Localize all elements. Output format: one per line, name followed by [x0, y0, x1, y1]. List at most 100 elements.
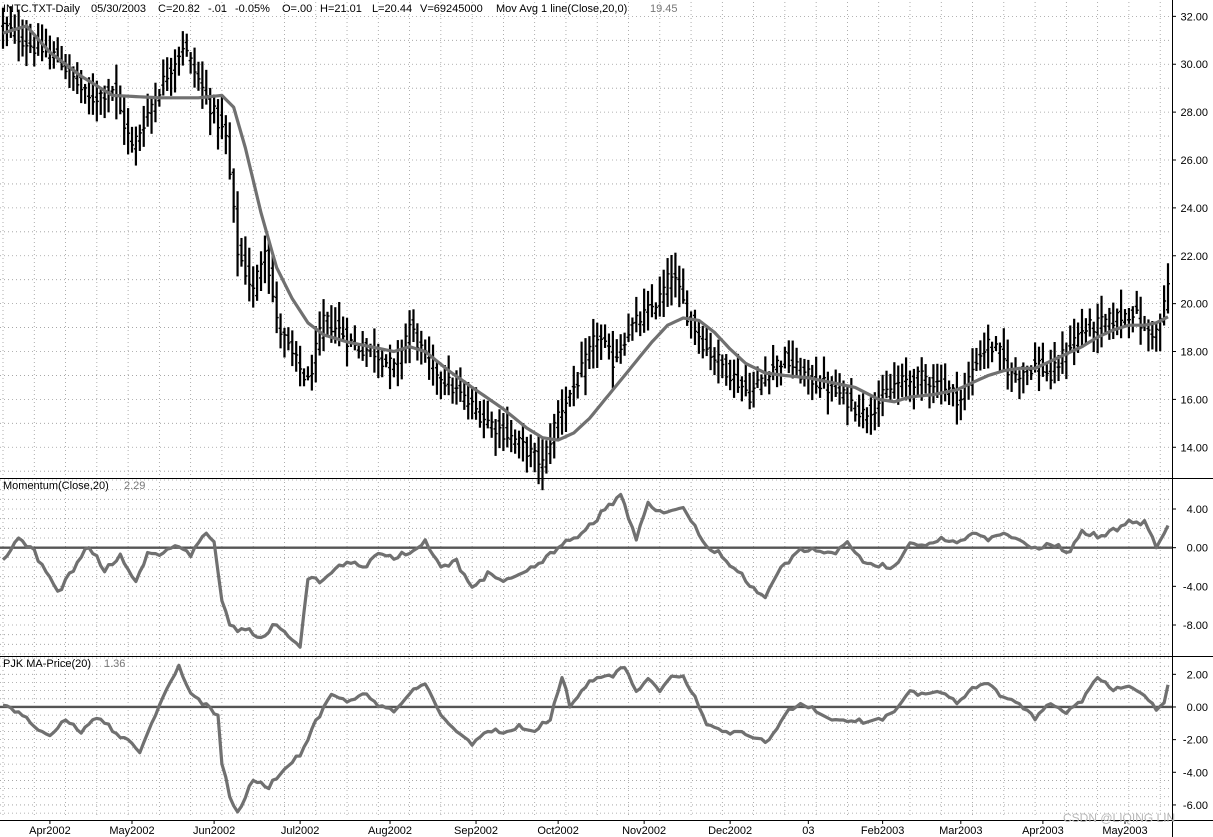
price-bar — [837, 373, 842, 405]
price-bar — [165, 57, 170, 92]
y-tick-label: -2.00 — [1183, 735, 1208, 747]
price-bar — [474, 387, 479, 420]
price-bar — [724, 354, 729, 386]
price-bar — [137, 124, 142, 151]
price-bar — [1005, 339, 1010, 390]
grid — [0, 2, 1172, 818]
x-tick-label: Apr2003 — [1022, 825, 1064, 837]
price-bar — [1079, 308, 1084, 348]
price-bar — [794, 347, 799, 377]
price-bar — [1091, 321, 1096, 352]
price-bar — [1040, 342, 1045, 377]
price-bar — [243, 236, 248, 285]
price-bar — [1154, 322, 1159, 352]
price-bar — [599, 324, 604, 360]
price-bar — [575, 371, 580, 399]
price-bar — [524, 436, 529, 473]
price-bar — [665, 258, 670, 307]
price-bar — [591, 318, 596, 369]
watermark: CSDN @LIQING LIN — [1063, 811, 1175, 825]
price-bar — [434, 361, 439, 395]
price-bar — [704, 325, 709, 357]
price-bar — [1083, 318, 1088, 345]
price-bar — [485, 400, 490, 429]
price-bar — [732, 359, 737, 398]
price-bar — [259, 251, 264, 291]
price-bar — [900, 363, 905, 398]
price-bar — [720, 354, 725, 379]
y-tick-label: 4.00 — [1187, 504, 1208, 516]
price-bar — [321, 299, 326, 352]
x-tick-label: Jul2002 — [281, 825, 320, 837]
price-bar — [735, 353, 740, 393]
price-bar — [677, 265, 682, 308]
price-bar — [8, 6, 13, 38]
price-bar — [266, 241, 271, 294]
price-bar — [915, 366, 920, 397]
price-bar — [614, 339, 619, 363]
header-open: O=.00 — [282, 3, 312, 15]
price-bar — [466, 381, 471, 420]
price-bar — [1134, 290, 1139, 314]
price-bar — [548, 423, 553, 465]
price-bar — [642, 288, 647, 333]
price-bar — [544, 440, 549, 474]
price-bar — [567, 389, 572, 407]
price-bar — [540, 439, 545, 491]
price-bar — [442, 365, 447, 396]
y-tick-label: 0.00 — [1187, 702, 1208, 714]
price-bar — [864, 407, 869, 434]
price-bar — [176, 46, 181, 76]
x-tick-label: Feb2003 — [861, 825, 904, 837]
price-bar — [1001, 328, 1006, 371]
price-bar — [626, 313, 631, 342]
price-bar — [661, 269, 666, 318]
price-bar — [489, 411, 494, 438]
price-bar — [130, 126, 135, 153]
price-bar — [978, 340, 983, 371]
price-bar — [982, 332, 987, 369]
price-bar — [1115, 308, 1120, 336]
y-tick-label: 28.00 — [1180, 107, 1208, 119]
x-tick-label: May2002 — [109, 825, 154, 837]
header-high: H=21.01 — [320, 3, 362, 15]
x-tick-label: Apr2002 — [29, 825, 71, 837]
price-bar — [622, 332, 627, 356]
price-bar — [904, 357, 909, 401]
price-bar — [364, 338, 369, 367]
price-bar — [509, 419, 514, 453]
price-bar — [1068, 325, 1073, 353]
price-bar — [450, 377, 455, 404]
price-bar — [990, 341, 995, 363]
price-bar — [649, 284, 654, 318]
header-close: C=20.82 — [158, 3, 200, 15]
x-tick-label: Aug2002 — [368, 825, 412, 837]
price-bar — [1048, 349, 1053, 390]
price-bar — [169, 57, 174, 96]
price-bar — [231, 168, 236, 223]
price-bar — [974, 347, 979, 372]
price-bar — [212, 94, 217, 124]
price-bar — [126, 108, 131, 155]
price-bar — [290, 330, 295, 367]
price-bar — [759, 374, 764, 396]
price-bar — [407, 310, 412, 364]
y-tick-label: -6.00 — [1183, 800, 1208, 812]
price-bar — [751, 371, 756, 408]
price-bar — [743, 363, 748, 397]
header-indicator: Mov Avg 1 line(Close,20,0) — [496, 3, 627, 15]
price-bar — [986, 324, 991, 369]
price-bar — [595, 322, 600, 368]
price-bar — [32, 36, 37, 67]
price-bar — [133, 126, 138, 166]
price-bar — [563, 386, 568, 432]
price-bar — [712, 347, 717, 376]
price-bar — [247, 247, 252, 302]
price-bar — [380, 348, 385, 378]
price-bar — [1103, 313, 1108, 336]
price-bar — [87, 77, 92, 115]
price-bar — [180, 31, 185, 66]
